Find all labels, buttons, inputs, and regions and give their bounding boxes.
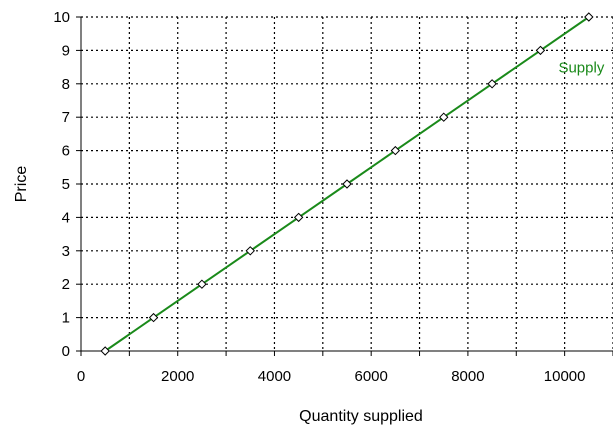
y-tick-label: 0 <box>62 343 70 360</box>
x-tick-label: 4000 <box>258 368 291 385</box>
y-ticks: 0 1 2 3 4 5 6 7 8 9 10 <box>53 9 81 360</box>
x-tick-label: 8000 <box>451 368 484 385</box>
data-point-marker <box>197 279 207 289</box>
data-point-marker <box>535 45 546 56</box>
x-tick-label: 10000 <box>544 368 586 385</box>
y-tick-label: 7 <box>62 109 70 126</box>
y-tick-label: 5 <box>62 176 70 193</box>
grid <box>81 16 613 351</box>
y-axis-title: Price <box>13 166 30 203</box>
series: Supply <box>100 12 605 356</box>
x-tick-label: 2000 <box>161 368 194 385</box>
x-tick-label: 6000 <box>354 368 387 385</box>
y-tick-label: 3 <box>62 243 70 260</box>
data-point-marker <box>439 112 449 122</box>
x-ticks: 0 2000 4000 6000 8000 10000 <box>77 351 613 385</box>
series-label: Supply <box>558 59 604 76</box>
data-point-marker <box>293 212 304 223</box>
data-point-marker <box>342 179 352 189</box>
y-tick-label: 9 <box>62 42 70 59</box>
data-point-marker <box>100 346 110 356</box>
y-tick-label: 6 <box>62 143 70 160</box>
y-tick-label: 10 <box>53 9 70 26</box>
data-point-marker <box>148 312 159 323</box>
y-tick-label: 8 <box>62 76 70 93</box>
data-point-marker <box>245 246 255 256</box>
y-tick-label: 2 <box>62 276 70 293</box>
data-point-marker <box>487 79 497 89</box>
y-tick-label: 4 <box>62 209 70 226</box>
y-tick-label: 1 <box>62 310 70 327</box>
data-point-marker <box>390 145 401 156</box>
x-axis-title: Quantity supplied <box>299 408 423 425</box>
x-tick-label: 0 <box>77 368 85 385</box>
data-point-marker <box>584 12 594 22</box>
